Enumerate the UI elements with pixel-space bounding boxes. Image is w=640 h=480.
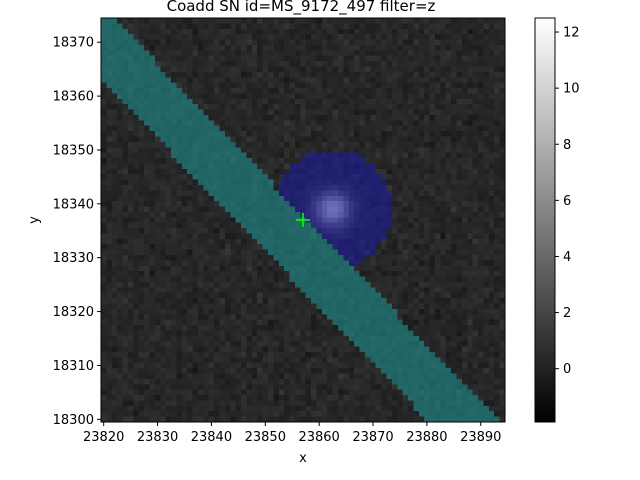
- y-tick-label: 18340: [53, 197, 94, 212]
- colorbar-tick-label: 0: [563, 362, 571, 377]
- colorbar-tick-label: 2: [563, 306, 571, 321]
- x-tick-label: 23870: [352, 430, 393, 445]
- x-tick-label: 23860: [298, 430, 339, 445]
- colorbar-tick-label: 12: [563, 26, 580, 41]
- colorbar-tick-label: 4: [563, 250, 571, 265]
- x-tick-label: 23850: [245, 430, 286, 445]
- colorbar: 0 2 4 6 8 10 12: [534, 17, 580, 423]
- y-tick-label: 18360: [53, 90, 94, 105]
- y-tick-label: 18330: [53, 251, 94, 266]
- y-tick-label: 18320: [53, 305, 94, 320]
- y-axis-label: y: [27, 216, 42, 224]
- chart-title: Coadd SN id=MS_9172_497 filter=z: [167, 0, 436, 16]
- y-tick-label: 18370: [53, 36, 94, 51]
- y-tick-label: 18310: [53, 359, 94, 374]
- colorbar-tick-label: 8: [563, 138, 571, 153]
- colorbar-tick-label: 6: [563, 194, 571, 209]
- x-tick-label: 23820: [83, 430, 124, 445]
- x-axis-label: x: [299, 451, 307, 466]
- colorbar-gradient: [534, 17, 556, 423]
- y-tick-label: 18350: [53, 143, 94, 158]
- colorbar-tick-label: 10: [563, 82, 580, 97]
- x-axis: 23820 23830 23840 23850 23860 23870 23880 23890: [83, 422, 501, 445]
- y-axis: 18300 18310 18320 18330 18340 18350 18360 18370: [53, 36, 101, 428]
- y-tick-label: 18300: [53, 413, 94, 428]
- supernova-marker: [296, 213, 310, 227]
- plot-frame: [100, 17, 506, 423]
- x-tick-label: 23880: [406, 430, 447, 445]
- colorbar-ticks: 0 2 4 6 8 10 12: [555, 26, 580, 377]
- x-tick-label: 23830: [137, 430, 178, 445]
- x-tick-label: 23840: [191, 430, 232, 445]
- x-tick-label: 23890: [460, 430, 501, 445]
- plot-area: [100, 17, 506, 423]
